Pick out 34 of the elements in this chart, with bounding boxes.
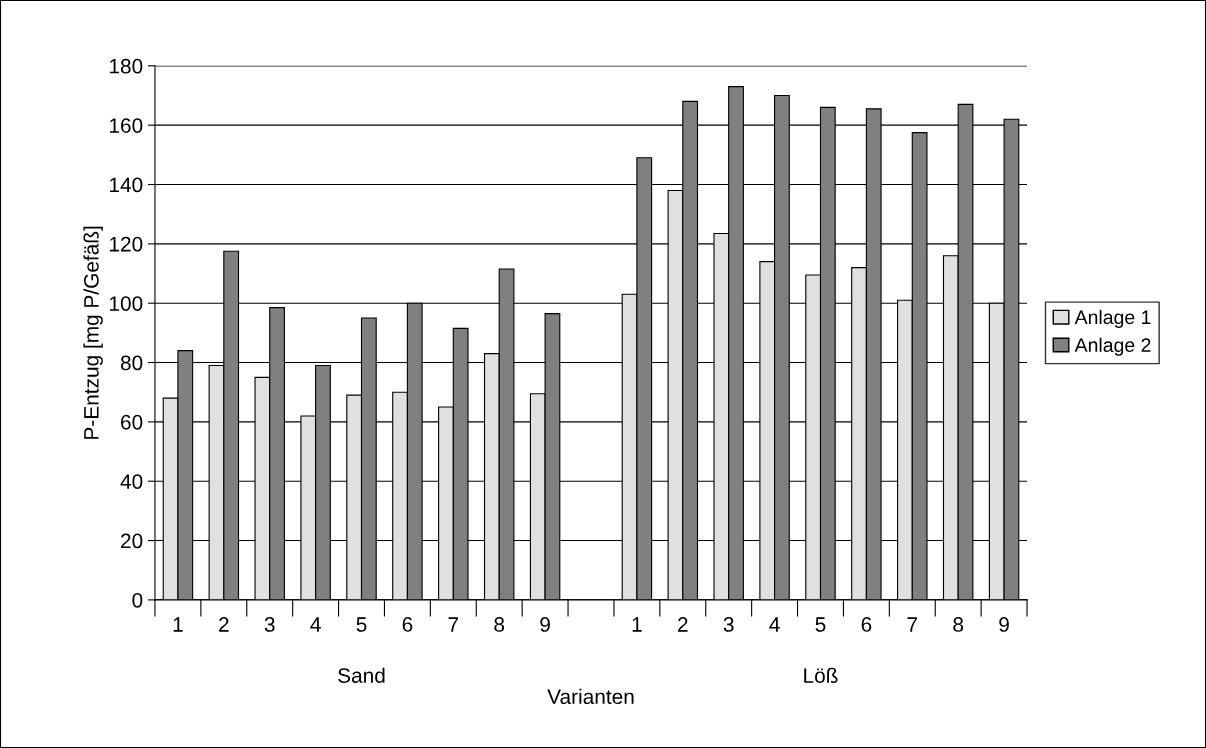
- y-tick-label: 60: [121, 414, 143, 430]
- x-tick-label: 9: [999, 617, 1009, 632]
- text: Sand: [338, 667, 385, 683]
- x-tick-label: 8: [494, 617, 505, 632]
- y-tick-label: 160: [110, 118, 143, 133]
- x-tick-label: 8: [953, 617, 964, 632]
- x-axis-title: Varianten: [547, 688, 634, 705]
- x-tick-label: 1: [632, 617, 642, 632]
- x-tick-label: 7: [448, 617, 459, 632]
- y-tick-label: 120: [110, 236, 143, 252]
- y-tick-label: 40: [120, 474, 143, 489]
- y-axis-title: P-Entzug [mg P/Gefäß]: [83, 226, 103, 439]
- y-tick-label: 180: [110, 58, 143, 74]
- x-tick-label: 5: [815, 617, 826, 632]
- x-tick-label: 5: [356, 617, 367, 632]
- x-tick-label: 3: [723, 617, 734, 632]
- x-tick-label: 4: [769, 617, 780, 632]
- x-tick-label: 1: [173, 617, 183, 632]
- y-tick-label: 100: [110, 296, 143, 311]
- y-tick-label: 80: [120, 355, 143, 371]
- y-tick-label: 20: [121, 533, 143, 549]
- x-tick-label: 6: [861, 617, 872, 632]
- legend-label: Anlage 1: [1074, 309, 1151, 328]
- x-tick-label: 3: [264, 617, 275, 632]
- y-tick-label: 0: [132, 592, 143, 608]
- x-tick-label: 2: [219, 617, 229, 632]
- text: Löß: [804, 667, 838, 683]
- x-tick-label: 4: [310, 617, 321, 632]
- legend-label: Anlage 2: [1074, 337, 1151, 356]
- x-tick-label: 9: [540, 617, 550, 632]
- y-tick-label: 140: [110, 177, 143, 193]
- x-tick-label: 2: [678, 617, 688, 632]
- x-tick-label: 7: [907, 617, 918, 632]
- x-tick-label: 6: [402, 617, 413, 632]
